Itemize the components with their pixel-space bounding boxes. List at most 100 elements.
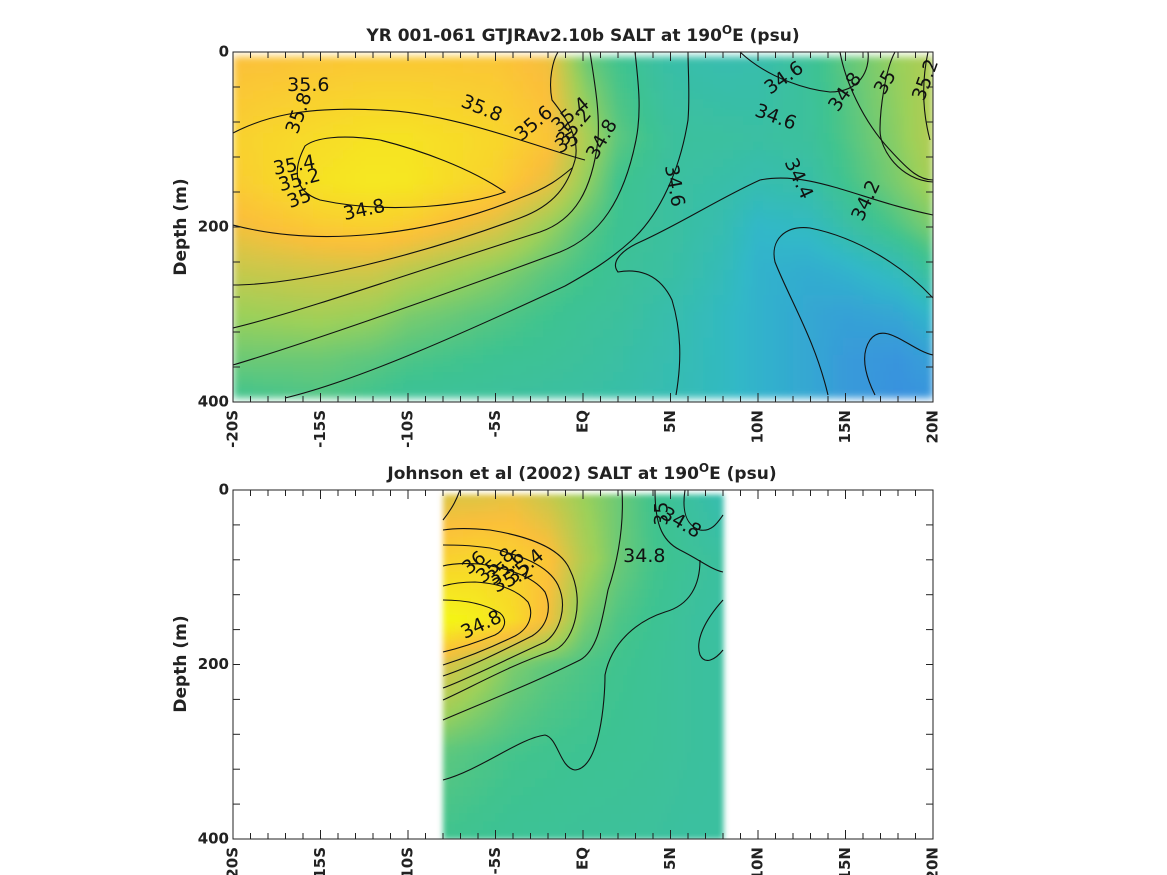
heatmap-cell (343, 175, 354, 185)
heatmap-cell (483, 107, 494, 117)
heatmap-cell (893, 303, 904, 313)
heatmap-cell (893, 116, 904, 126)
heatmap-cell (253, 158, 264, 168)
heatmap-cell (613, 158, 624, 168)
heatmap-cell (693, 64, 704, 75)
heatmap-cell (587, 778, 592, 788)
heatmap-cell (635, 494, 640, 504)
heatmap-cell (543, 269, 554, 279)
heatmap-cell (903, 295, 914, 305)
heatmap-cell (733, 278, 744, 288)
heatmap-cell (615, 804, 620, 814)
heatmap-cell (673, 81, 684, 92)
heatmap-cell (623, 158, 634, 168)
heatmap-cell (499, 709, 504, 719)
heatmap-cell (603, 614, 608, 625)
heatmap-cell (313, 201, 324, 211)
heatmap-cell (543, 813, 548, 823)
heatmap-cell (363, 73, 374, 83)
heatmap-cell (511, 528, 516, 539)
heatmap-cell (623, 286, 634, 296)
heatmap-cell (693, 244, 704, 254)
heatmap-cell (713, 389, 724, 399)
heatmap-cell (683, 192, 694, 203)
heatmap-cell (273, 244, 284, 254)
heatmap-cell (903, 116, 914, 126)
heatmap-cell (607, 744, 612, 754)
heatmap-cell (773, 73, 784, 83)
heatmap-cell (533, 99, 544, 109)
heatmap-cell (393, 201, 404, 211)
heatmap-cell (591, 528, 596, 539)
heatmap-cell (459, 606, 464, 616)
heatmap-cell (579, 735, 584, 745)
top-contour-lines (233, 52, 933, 399)
heatmap-cell (823, 167, 834, 177)
heatmap-cell (783, 184, 794, 194)
heatmap-cell (487, 770, 492, 780)
heatmap-cell (603, 295, 614, 305)
heatmap-cell (753, 329, 764, 339)
heatmap-cell (575, 735, 580, 745)
heatmap-cell (363, 133, 374, 143)
heatmap-cell (627, 804, 632, 814)
heatmap-cell (373, 380, 384, 390)
heatmap-cell (903, 329, 914, 339)
heatmap-cell (623, 133, 634, 143)
heatmap-cell (783, 218, 794, 228)
heatmap-cell (463, 795, 468, 806)
heatmap-cell (803, 380, 814, 390)
heatmap-cell (773, 158, 784, 168)
heatmap-cell (535, 571, 540, 582)
heatmap-cell (653, 244, 664, 254)
heatmap-cell (607, 537, 612, 547)
heatmap-cell (413, 201, 424, 211)
heatmap-cell (591, 494, 596, 504)
heatmap-cell (615, 571, 620, 582)
heatmap-cell (683, 227, 694, 237)
heatmap-cell (703, 372, 714, 382)
heatmap-cell (459, 787, 464, 797)
heatmap-cell (233, 286, 244, 296)
heatmap-cell (283, 389, 294, 399)
heatmap-cell (873, 303, 884, 313)
heatmap-cell (253, 175, 264, 185)
heatmap-cell (663, 346, 674, 356)
heatmap-cell (547, 614, 552, 625)
heatmap-cell (433, 124, 444, 134)
heatmap-cell (463, 701, 468, 711)
heatmap-cell (555, 701, 560, 711)
heatmap-cell (523, 692, 528, 702)
heatmap-cell (383, 269, 394, 279)
heatmap-cell (593, 81, 604, 92)
heatmap-cell (773, 56, 784, 66)
heatmap-cell (643, 623, 648, 633)
heatmap-cell (783, 81, 794, 92)
heatmap-cell (483, 218, 494, 228)
heatmap-cell (627, 709, 632, 719)
heatmap-cell (503, 787, 508, 797)
heatmap-cell (559, 520, 564, 530)
heatmap-cell (535, 589, 540, 599)
heatmap-cell (503, 286, 514, 296)
heatmap-cell (743, 209, 754, 220)
heatmap-cell (579, 502, 584, 513)
heatmap-cell (453, 141, 464, 151)
heatmap-cell (475, 623, 480, 633)
heatmap-cell (493, 286, 504, 296)
heatmap-cell (333, 218, 344, 228)
heatmap-cell (511, 563, 516, 573)
heatmap-cell (323, 278, 334, 288)
heatmap-cell (535, 580, 540, 590)
heatmap-cell (543, 167, 554, 177)
heatmap-cell (763, 107, 774, 117)
heatmap-cell (353, 116, 364, 126)
heatmap-cell (893, 380, 904, 390)
heatmap-cell (673, 346, 684, 356)
heatmap-cell (483, 770, 488, 780)
heatmap-cell (733, 218, 744, 228)
heatmap-cell (233, 107, 244, 117)
heatmap-cell (643, 787, 648, 797)
contour-line-35-6-south (233, 108, 586, 161)
heatmap-cell (393, 150, 404, 160)
